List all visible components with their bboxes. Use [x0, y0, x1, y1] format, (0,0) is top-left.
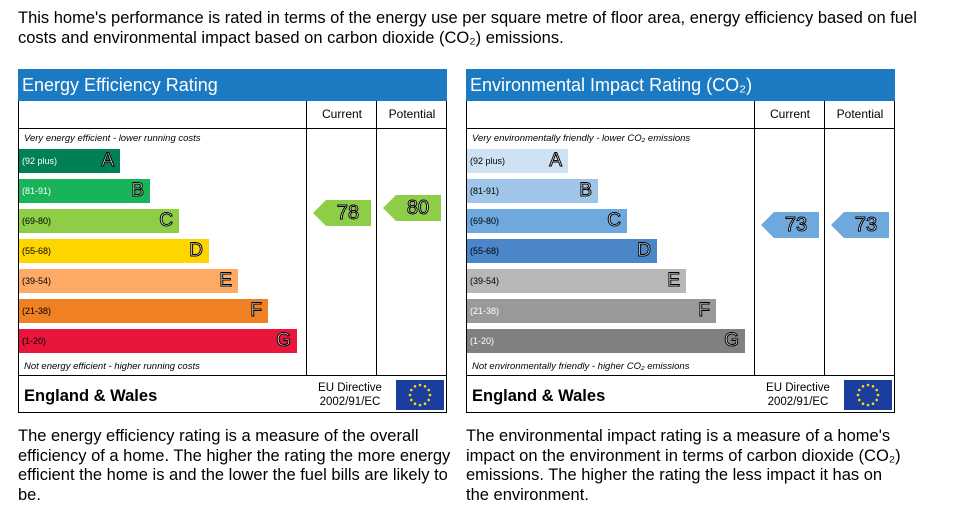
potential-rating-value: 80 — [406, 197, 430, 220]
panel-title: Energy Efficiency Rating — [18, 69, 447, 101]
eu-flag-icon — [396, 380, 444, 410]
potential-rating-pointer: 73 — [831, 212, 889, 238]
band-letter: B — [131, 180, 145, 202]
eu-directive-line1: EU Directive — [318, 382, 382, 394]
energy-description: The energy efficiency rating is a measur… — [18, 427, 451, 504]
eu-flag-icon — [844, 380, 892, 410]
band-range: (21-38) — [22, 306, 52, 316]
column-current-header: Current — [769, 107, 810, 121]
top-note: Very energy efficient - lower running co… — [24, 133, 201, 144]
band-range: (55-68) — [470, 246, 500, 256]
potential-rating-pointer: 80 — [383, 195, 441, 221]
band-a: (92 plus) A — [467, 149, 568, 173]
band-range: (21-38) — [470, 306, 500, 316]
bottom-note: Not environmentally friendly - higher CO… — [472, 361, 690, 372]
eu-directive-line1: EU Directive — [766, 382, 830, 394]
eu-directive-text: EU Directive 2002/91/EC — [305, 381, 395, 409]
band-f: (21-38) F — [467, 299, 716, 323]
bottom-note: Not energy efficient - higher running co… — [24, 361, 200, 372]
band-letter: D — [189, 240, 204, 262]
band-letter: C — [607, 210, 622, 232]
pointer-arrow-shape — [383, 195, 441, 221]
band-range: (69-80) — [470, 216, 500, 226]
band-letter: E — [667, 270, 681, 292]
band-range: (92 plus) — [22, 156, 58, 166]
band-b: (81-91) B — [19, 179, 150, 203]
band-letter: C — [159, 210, 174, 232]
region-label: England & Wales — [24, 387, 158, 405]
band-letter: E — [219, 270, 233, 292]
band-b: (81-91) B — [467, 179, 598, 203]
band-a: (92 plus) A — [19, 149, 120, 173]
band-d: (55-68) D — [467, 239, 657, 263]
band-letter: G — [276, 330, 292, 352]
band-f: (21-38) F — [19, 299, 268, 323]
band-c: (69-80) C — [467, 209, 627, 233]
region-label: England & Wales — [472, 387, 606, 405]
current-rating-value: 78 — [336, 202, 360, 225]
band-letter: B — [579, 180, 593, 202]
band-range: (1-20) — [22, 336, 47, 346]
band-d: (55-68) D — [19, 239, 209, 263]
band-letter: G — [724, 330, 740, 352]
band-range: (55-68) — [22, 246, 52, 256]
band-g: (1-20) G — [467, 329, 745, 353]
environment-description: The environmental impact rating is a mea… — [466, 427, 901, 504]
band-letter: A — [101, 150, 115, 172]
eu-directive-line2: 2002/91/EC — [767, 396, 829, 408]
band-range: (1-20) — [470, 336, 495, 346]
band-letter: F — [250, 300, 263, 322]
top-note: Very environmentally friendly - lower CO… — [472, 133, 691, 144]
band-e: (39-54) E — [467, 269, 686, 293]
eu-directive-line2: 2002/91/EC — [319, 396, 381, 408]
pointer-arrow-shape — [313, 200, 371, 226]
band-range: (39-54) — [22, 276, 52, 286]
band-range: (39-54) — [470, 276, 500, 286]
eu-directive-text: EU Directive 2002/91/EC — [753, 381, 843, 409]
current-rating-value: 73 — [784, 214, 808, 237]
pointer-arrow-shape — [761, 212, 819, 238]
column-potential-header: Potential — [836, 107, 884, 121]
band-c: (69-80) C — [19, 209, 179, 233]
column-potential-header: Potential — [388, 107, 436, 121]
band-letter: D — [637, 240, 652, 262]
band-letter: A — [549, 150, 563, 172]
panel-title: Environmental Impact Rating (CO₂) — [466, 69, 895, 101]
current-rating-pointer: 73 — [761, 212, 819, 238]
column-current-header: Current — [321, 107, 362, 121]
band-e: (39-54) E — [19, 269, 238, 293]
band-range: (69-80) — [22, 216, 52, 226]
band-g: (1-20) G — [19, 329, 297, 353]
band-range: (81-91) — [22, 186, 52, 196]
intro-text: This home's performance is rated in term… — [18, 9, 917, 47]
band-letter: F — [698, 300, 711, 322]
band-range: (81-91) — [470, 186, 500, 196]
band-range: (92 plus) — [470, 156, 506, 166]
current-rating-pointer: 78 — [313, 200, 371, 226]
energy-efficiency-panel: Energy Efficiency Rating Current Potenti… — [18, 69, 447, 413]
environmental-impact-panel: Environmental Impact Rating (CO₂) Curren… — [466, 69, 895, 413]
pointer-arrow-shape — [831, 212, 889, 238]
potential-rating-value: 73 — [854, 214, 878, 237]
